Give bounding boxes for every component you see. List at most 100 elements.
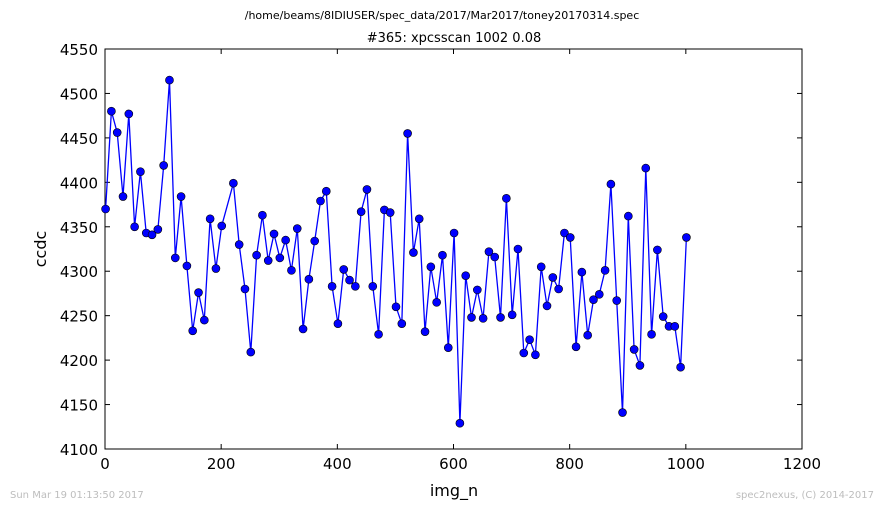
x-tick-label: 1200 [783,455,821,473]
data-point [548,273,558,282]
data-point [473,285,482,295]
data-point [641,163,651,173]
data-point [287,266,296,275]
data-point [531,350,540,360]
data-point [525,335,534,344]
data-point [200,315,209,325]
data-point [600,266,610,275]
data-point [176,192,186,201]
data-point [443,343,453,352]
data-point [275,253,285,263]
data-point [565,233,575,242]
data-point [385,208,395,217]
footer-credit: spec2nexus, (C) 2014-2017 [736,490,874,501]
data-point [211,264,221,273]
data-point [391,302,401,312]
data-point [258,210,267,220]
data-point [252,250,261,260]
data-point [490,252,500,262]
data-point [194,288,203,297]
x-tick-label: 400 [323,455,352,473]
data-point [461,271,470,280]
chart-title: #365: xpcsscan 1002 0.08 [367,31,542,46]
x-tick-label: 200 [207,455,236,473]
y-tick-label: 4200 [60,352,98,370]
data-point [618,408,627,417]
data-point [502,194,511,203]
data-point [583,330,592,340]
data-point [246,347,256,357]
data-point [240,284,250,294]
data-point [606,179,616,189]
x-tick-label: 600 [439,455,468,473]
data-point [496,313,505,322]
data-point [478,314,488,323]
y-tick-label: 4300 [60,263,98,281]
data-point [484,247,494,256]
x-tick-label: 0 [100,455,110,473]
data-point [298,324,308,334]
data-point [536,262,546,272]
data-point [426,262,436,272]
data-point [414,214,424,224]
y-tick-label: 4150 [60,397,98,415]
data-point [647,330,656,339]
data-point [107,106,116,116]
data-point [217,221,227,231]
data-point [136,167,145,176]
y-tick-label: 4450 [60,130,98,148]
data-point [432,298,441,307]
data-point [345,275,354,285]
data-point [374,330,383,339]
data-point [165,75,174,85]
y-tick-label: 4100 [60,441,98,459]
data-point [658,312,668,321]
data-point [653,245,662,255]
data-point [281,235,290,245]
data-point [438,250,447,260]
data-point [182,261,192,271]
data-point [316,196,325,206]
x-tick-label: 1000 [667,455,705,473]
data-point [101,204,110,214]
data-point [205,214,215,224]
data-point [594,290,604,299]
data-point [519,348,529,358]
data-point [629,345,639,354]
data-point [589,295,598,304]
data-point [368,282,378,291]
data-point [269,229,279,239]
data-point [571,342,581,352]
y-tick-label: 4400 [60,174,98,192]
data-point [420,327,430,336]
data-point [670,322,680,331]
data-series [101,75,691,428]
data-point [170,253,180,263]
data-point [234,240,244,249]
data-point [612,296,622,305]
data-point [292,224,302,233]
axis-ticks: 0 200 400 600 800 1000 1200 4100 4150 4200 4250 430… [60,41,821,473]
data-point [351,282,360,291]
data-point [397,319,407,328]
data-point [321,186,331,196]
data-point [188,326,198,336]
data-point [304,274,314,284]
data-point [130,222,139,232]
data-point [263,256,273,265]
data-point [560,228,569,238]
data-point [409,248,418,257]
y-tick-label: 4500 [60,85,98,103]
data-point [118,192,128,201]
data-point [455,418,465,428]
data-point [507,310,517,320]
data-point [153,225,163,234]
y-tick-label: 4550 [60,41,98,59]
data-point [676,362,685,372]
data-point [403,129,412,138]
data-point [624,211,633,221]
data-point [112,128,122,137]
data-point [635,361,645,370]
data-point [229,178,238,188]
